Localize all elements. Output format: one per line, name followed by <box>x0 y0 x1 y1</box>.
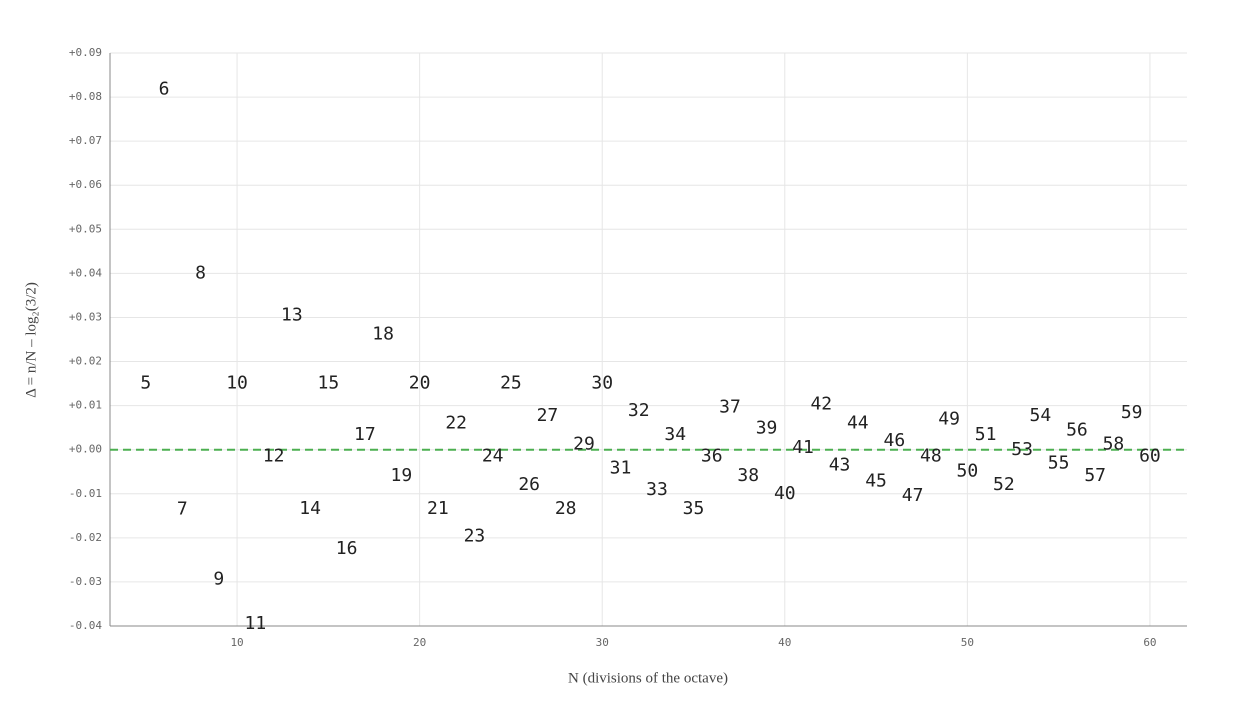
x-tick-label: 60 <box>1143 636 1156 649</box>
point-label: 12 <box>263 446 285 467</box>
y-tick-label: -0.02 <box>69 531 102 544</box>
y-tick-label: +0.01 <box>69 399 102 412</box>
point-label: 43 <box>829 455 851 476</box>
point-label: 32 <box>628 400 650 421</box>
point-label: 7 <box>177 499 188 520</box>
y-tick-label: +0.03 <box>69 310 102 323</box>
point-label: 17 <box>354 424 376 445</box>
point-label: 19 <box>391 465 413 486</box>
y-tick-label: +0.02 <box>69 355 102 368</box>
x-axis-label: N (divisions of the octave) <box>568 670 728 686</box>
x-tick-label: 20 <box>413 636 426 649</box>
point-label: 20 <box>409 373 431 394</box>
point-label: 9 <box>213 568 224 589</box>
point-label: 35 <box>683 498 705 519</box>
point-label: 5 <box>140 373 151 394</box>
point-label: 10 <box>226 373 248 394</box>
point-label: 34 <box>664 424 686 445</box>
y-tick-label: +0.06 <box>69 178 102 191</box>
point-label: 60 <box>1139 446 1161 467</box>
point-label: 39 <box>756 418 778 439</box>
point-label: 30 <box>591 373 613 394</box>
point-label: 38 <box>737 465 759 486</box>
point-label: 8 <box>195 262 206 283</box>
point-label: 33 <box>646 479 668 500</box>
point-label: 27 <box>537 405 559 426</box>
point-label: 49 <box>938 408 960 429</box>
y-tick-label: +0.07 <box>69 134 102 147</box>
point-label: 24 <box>482 446 504 467</box>
point-label: 46 <box>883 430 905 451</box>
point-label: 52 <box>993 474 1015 495</box>
x-tick-label: 40 <box>778 636 791 649</box>
point-label: 42 <box>810 393 832 414</box>
point-label: 23 <box>464 526 486 547</box>
y-axis-label: Δ = n/N – log₂(3/2) <box>23 282 39 398</box>
point-label: 54 <box>1030 405 1052 426</box>
point-label: 45 <box>865 470 887 491</box>
y-tick-label: +0.04 <box>69 266 102 279</box>
point-label: 44 <box>847 413 869 434</box>
point-label: 26 <box>518 474 540 495</box>
point-label: 14 <box>299 498 321 519</box>
point-label: 11 <box>244 613 266 634</box>
point-label: 28 <box>555 498 577 519</box>
point-label: 40 <box>774 483 796 504</box>
x-tick-label: 50 <box>961 636 974 649</box>
point-label: 59 <box>1121 402 1143 423</box>
point-label: 47 <box>902 485 924 506</box>
point-label: 57 <box>1084 465 1106 486</box>
x-tick-label: 30 <box>596 636 609 649</box>
point-label: 37 <box>719 396 741 417</box>
point-label: 48 <box>920 446 942 467</box>
point-label: 13 <box>281 305 303 326</box>
point-label: 51 <box>975 424 997 445</box>
y-tick-label: -0.04 <box>69 619 102 632</box>
y-tick-label: -0.03 <box>69 575 102 588</box>
y-tick-label: +0.08 <box>69 90 102 103</box>
point-label: 58 <box>1103 433 1125 454</box>
x-tick-label: 10 <box>230 636 243 649</box>
point-label: 31 <box>610 458 632 479</box>
y-tick-label: -0.01 <box>69 487 102 500</box>
y-tick-label: +0.09 <box>69 46 102 59</box>
point-label: 15 <box>318 373 340 394</box>
point-label: 56 <box>1066 420 1088 441</box>
point-label: 25 <box>500 373 522 394</box>
point-label: 22 <box>445 413 467 434</box>
point-label: 55 <box>1048 452 1070 473</box>
y-tick-label: +0.05 <box>69 222 102 235</box>
point-label: 50 <box>957 461 979 482</box>
point-label: 18 <box>372 324 394 345</box>
point-label: 36 <box>701 446 723 467</box>
y-tick-label: +0.00 <box>69 443 102 456</box>
point-label: 41 <box>792 437 814 458</box>
point-label: 16 <box>336 538 358 559</box>
point-label: 53 <box>1011 439 1033 460</box>
point-label: 21 <box>427 498 449 519</box>
point-label: 6 <box>159 79 170 100</box>
point-label: 29 <box>573 433 595 454</box>
